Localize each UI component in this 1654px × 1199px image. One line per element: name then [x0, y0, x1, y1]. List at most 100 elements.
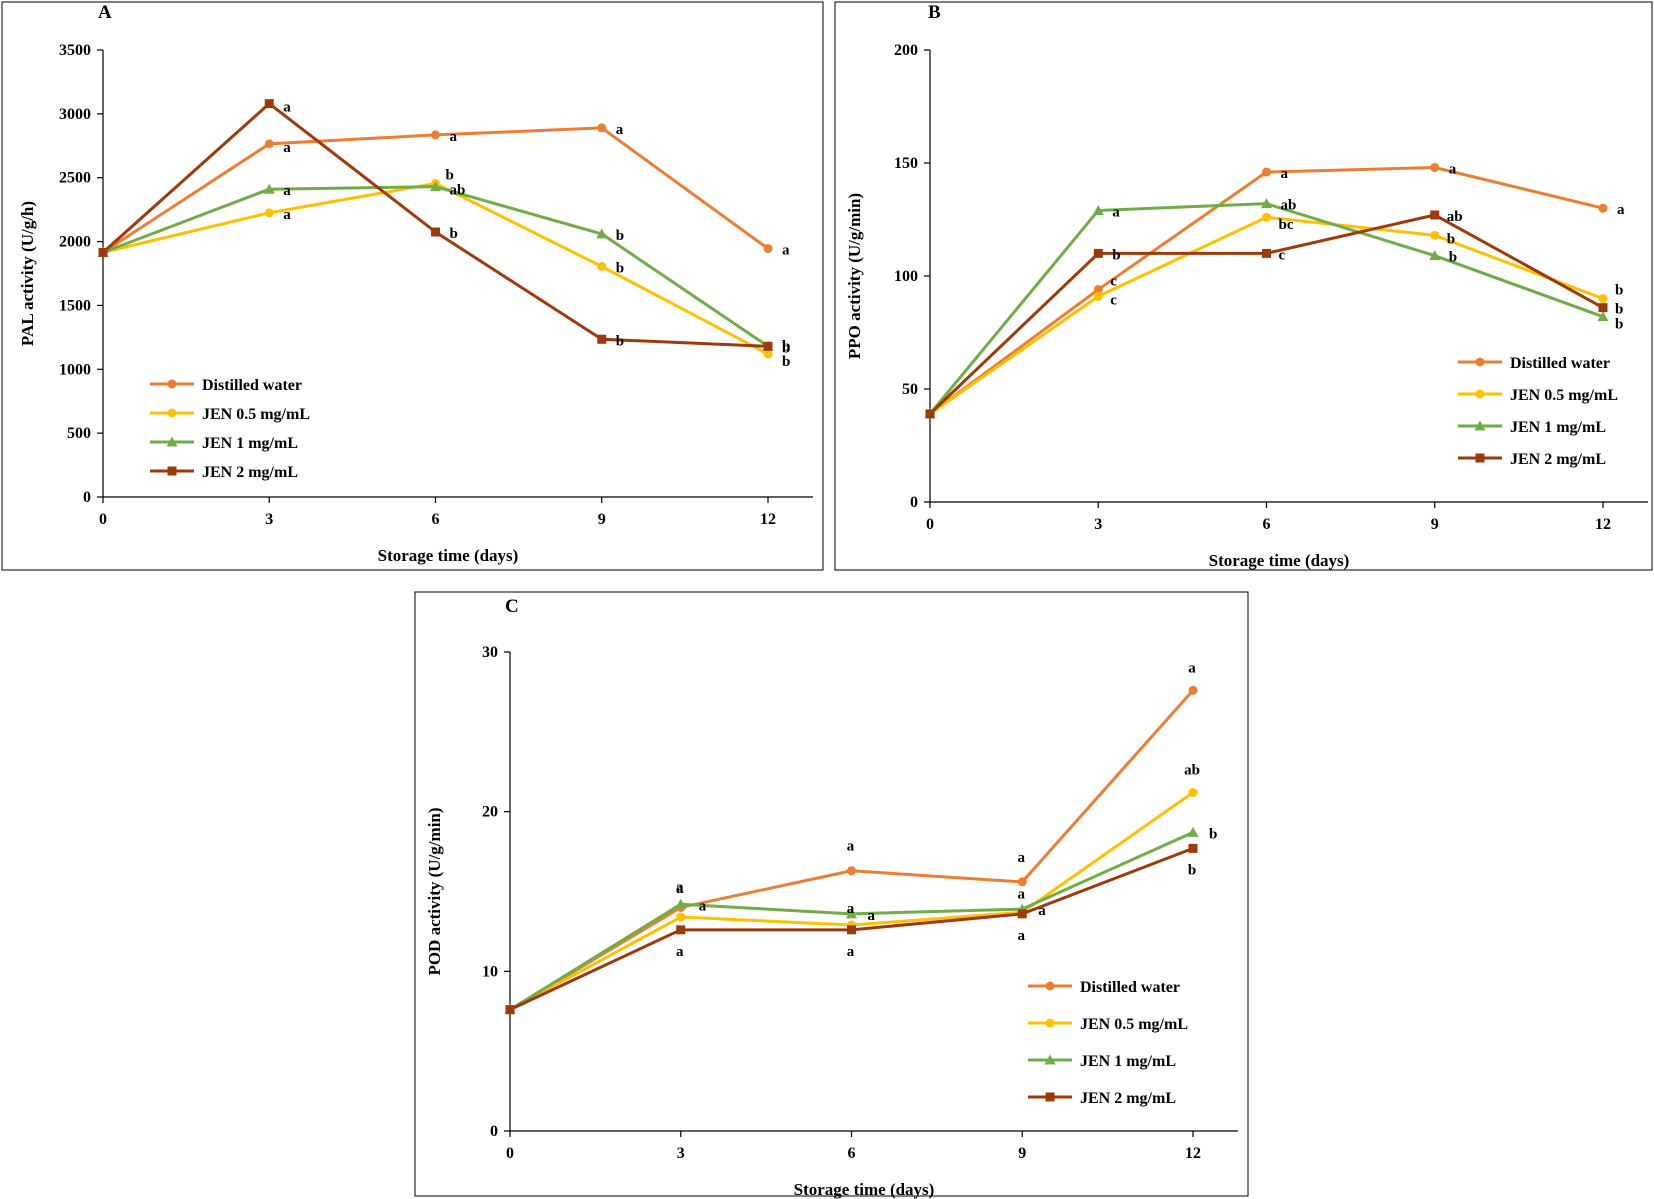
- data-point: [676, 912, 686, 922]
- data-point: [264, 99, 274, 109]
- data-point: [1017, 877, 1027, 887]
- significance-label: b: [782, 338, 790, 354]
- legend: Distilled water JEN 0.5 mg/mL JEN 1 mg/mL J…: [1458, 355, 1618, 468]
- data-point: [1429, 250, 1441, 261]
- data-point: [763, 244, 773, 254]
- y-tick-label: 200: [894, 42, 918, 59]
- series-line: [101, 102, 769, 348]
- series-jen-2-mg-ml: [925, 210, 1608, 419]
- significance-label: a: [1188, 660, 1196, 676]
- legend-label: Distilled water: [1080, 979, 1180, 996]
- legend-marker: [1044, 1054, 1056, 1065]
- legend-label: JEN 2 mg/mL: [202, 464, 298, 481]
- y-tick-label: 3000: [59, 106, 91, 123]
- series-distilled-water: [925, 163, 1608, 419]
- data-point: [1262, 167, 1271, 177]
- significance-label: a: [616, 122, 624, 138]
- legend-item: JEN 2 mg/mL: [1458, 451, 1606, 468]
- significance-label: a: [676, 944, 684, 960]
- legend-marker: [1045, 981, 1055, 991]
- data-point: [675, 898, 687, 909]
- significance-label: a: [676, 879, 684, 895]
- x-tick-label: 0: [506, 1145, 514, 1162]
- significance-label: b: [446, 167, 454, 183]
- legend-item: JEN 1 mg/mL: [1028, 1053, 1176, 1070]
- legend-label: JEN 2 mg/mL: [1510, 451, 1606, 468]
- significance-label: b: [1209, 826, 1217, 842]
- legend-label: JEN 0.5 mg/mL: [202, 406, 310, 423]
- data-point: [431, 130, 440, 140]
- data-point: [763, 349, 773, 359]
- significance-label: b: [1615, 302, 1623, 318]
- data-point: [1597, 311, 1609, 322]
- series-jen-0-5-mg-ml: [98, 178, 773, 359]
- x-axis-title: Storage time (days): [378, 546, 519, 565]
- series-jen-2-mg-ml: [98, 99, 773, 351]
- significance-label: b: [782, 354, 790, 370]
- legend-marker: [1045, 1018, 1055, 1028]
- series-jen-2-mg-ml: [505, 843, 1198, 1015]
- x-tick-label: 6: [848, 1145, 856, 1162]
- legend-item: JEN 0.5 mg/mL: [1458, 387, 1618, 404]
- x-axis-title: Storage time (days): [1209, 551, 1350, 570]
- significance-label: a: [699, 898, 707, 914]
- significance-label: a: [1112, 204, 1120, 220]
- data-point: [597, 334, 607, 344]
- significance-label: a: [676, 881, 684, 897]
- series-line: [102, 181, 769, 356]
- data-point: [430, 181, 441, 192]
- panel-frame: [414, 591, 1249, 1197]
- x-tick-label: 0: [99, 511, 107, 528]
- x-tick-label: 9: [1018, 1145, 1026, 1162]
- y-tick-label: 0: [910, 494, 918, 511]
- data-point: [98, 247, 108, 257]
- panel-letter: B: [928, 2, 941, 23]
- legend: Distilled water JEN 0.5 mg/mL JEN 1 mg/mL J…: [1028, 979, 1188, 1107]
- legend-item: JEN 1 mg/mL: [1458, 419, 1606, 436]
- significance-label: a: [868, 908, 876, 924]
- legend-marker: [167, 379, 177, 389]
- legend-label: JEN 1 mg/mL: [202, 435, 298, 452]
- data-point: [1188, 843, 1198, 853]
- panel-letter: C: [505, 596, 519, 617]
- legend-label: JEN 1 mg/mL: [1510, 419, 1606, 436]
- legend-label: JEN 0.5 mg/mL: [1510, 387, 1618, 404]
- data-point: [596, 228, 608, 239]
- panel-frame: [834, 1, 1653, 571]
- x-axis-title: Storage time (days): [794, 1180, 935, 1199]
- significance-label: a: [782, 243, 790, 259]
- legend-item: JEN 2 mg/mL: [1028, 1090, 1176, 1107]
- data-point: [431, 227, 440, 237]
- data-point: [1093, 285, 1103, 295]
- y-axis-title: PPO activity (U/g/min): [845, 193, 864, 359]
- y-axis-title: POD activity (U/g/min): [425, 807, 444, 975]
- significance-label: a: [1038, 903, 1046, 919]
- legend-label: JEN 2 mg/mL: [1080, 1090, 1176, 1107]
- x-tick-label: 0: [926, 516, 934, 533]
- data-point: [264, 139, 274, 149]
- data-point: [763, 341, 773, 351]
- significance-label: b: [1615, 283, 1623, 299]
- legend: Distilled water JEN 0.5 mg/mL JEN 1 mg/mL J…: [150, 377, 310, 481]
- data-point: [847, 866, 856, 876]
- significance-label: a: [847, 901, 855, 917]
- significance-label: ab: [450, 183, 466, 199]
- significance-label: ab: [1447, 209, 1463, 225]
- panel-c: C 0 10 20 30 0 3 6 9 12 Storage time (days) POD act…: [414, 591, 1249, 1199]
- data-point: [1430, 163, 1440, 173]
- significance-label: c: [1279, 247, 1286, 263]
- data-point: [925, 409, 935, 419]
- series-line: [928, 202, 1604, 415]
- data-point: [1093, 291, 1103, 301]
- significance-label: a: [1449, 162, 1457, 178]
- legend-marker: [1474, 420, 1486, 431]
- data-point: [846, 908, 857, 919]
- significance-label: a: [283, 140, 291, 156]
- significance-label: a: [1617, 202, 1625, 218]
- y-tick-label: 1000: [59, 361, 91, 378]
- significance-label: b: [1615, 317, 1623, 333]
- y-tick-label: 50: [902, 381, 918, 398]
- x-tick-label: 9: [1431, 516, 1439, 533]
- x-tick-label: 3: [1094, 516, 1102, 533]
